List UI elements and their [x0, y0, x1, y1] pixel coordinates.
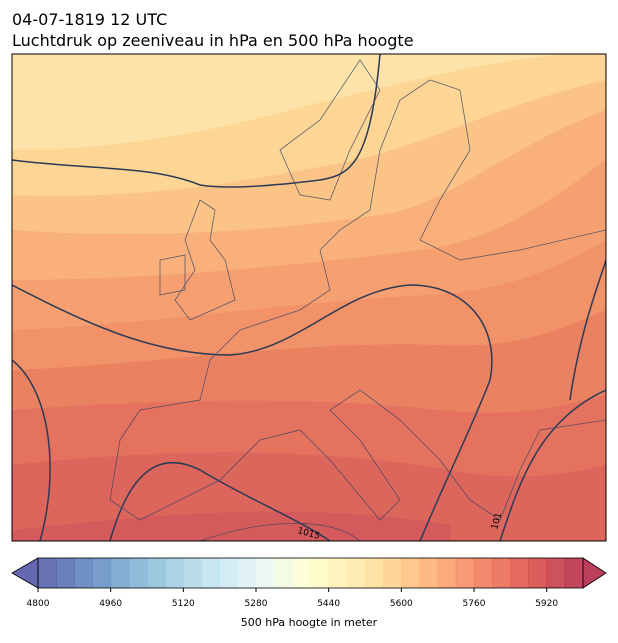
- colorbar-box: [401, 558, 420, 588]
- isobar: [109, 461, 331, 541]
- map: 1015 101: [12, 54, 606, 542]
- colorbar-tick-label: 4960: [99, 599, 122, 609]
- colorbar-tick-label: 5760: [463, 599, 486, 609]
- colorbar: 4800 4960 5120 5280 5440 5600 5760 5920: [11, 557, 607, 609]
- coastline: [279, 59, 381, 201]
- isobar-label: 101: [490, 512, 504, 531]
- colorbar-box: [201, 558, 221, 588]
- colorbar-box: [274, 558, 293, 588]
- isobar: [12, 284, 493, 541]
- coastline: [174, 199, 236, 321]
- map-date: 04-07-1819 12 UTC: [12, 10, 167, 29]
- colorbar-tick-label: 4800: [27, 599, 50, 609]
- colorbar-box: [346, 558, 366, 588]
- coastline: [109, 329, 606, 521]
- colorbar-box: [310, 558, 330, 588]
- colorbar-box: [510, 558, 529, 588]
- colorbar-label: 500 hPa hoogte in meter: [241, 616, 378, 629]
- coastline: [199, 522, 361, 541]
- colorbar-box: [455, 558, 475, 588]
- colorbar-box: [437, 558, 457, 588]
- colorbar-frame: [37, 557, 584, 589]
- colorbar-tick-label: 5120: [172, 599, 195, 609]
- colorbar-box: [383, 558, 402, 588]
- colorbar-box: [110, 558, 130, 588]
- colorbar-box: [564, 558, 584, 588]
- colorbar-box: [183, 558, 202, 588]
- map-title: Luchtdruk op zeeniveau in hPa en 500 hPa…: [12, 31, 414, 50]
- colorbar-box: [219, 558, 239, 588]
- colorbar-box: [328, 558, 348, 588]
- colorbar-tick-label: 5440: [317, 599, 340, 609]
- colorbar-box: [74, 558, 93, 588]
- colorbar-box: [165, 558, 184, 588]
- colorbar-extend: [11, 557, 39, 589]
- colorbar-tick-label: 5280: [245, 599, 268, 609]
- colorbar-extend: [582, 557, 607, 589]
- colorbar-box: [147, 558, 166, 588]
- colorbar-box: [365, 558, 384, 588]
- band: [12, 511, 450, 541]
- colorbar-box: [292, 558, 311, 588]
- colorbar-box: [38, 558, 57, 588]
- colorbar-box: [492, 558, 511, 588]
- colorbar-box: [128, 558, 148, 588]
- isobar-label: 1015: [296, 526, 321, 542]
- colorbar-box: [237, 558, 257, 588]
- colorbar-box: [546, 558, 566, 588]
- isobar: [499, 389, 606, 541]
- colorbar-box: [56, 558, 75, 588]
- map-frame: [11, 53, 607, 542]
- colorbar-box: [256, 558, 275, 588]
- colorbar-box: [474, 558, 493, 588]
- isobar: [12, 54, 381, 188]
- isobar: [12, 359, 51, 541]
- colorbar-tick-label: 5920: [535, 599, 558, 609]
- isobar: [569, 259, 606, 401]
- colorbar-box: [528, 558, 548, 588]
- colorbar-box: [419, 558, 439, 588]
- coastline: [159, 254, 186, 296]
- coastline: [239, 79, 606, 331]
- colorbar-tick-label: 5600: [390, 599, 413, 609]
- colorbar-box: [92, 558, 112, 588]
